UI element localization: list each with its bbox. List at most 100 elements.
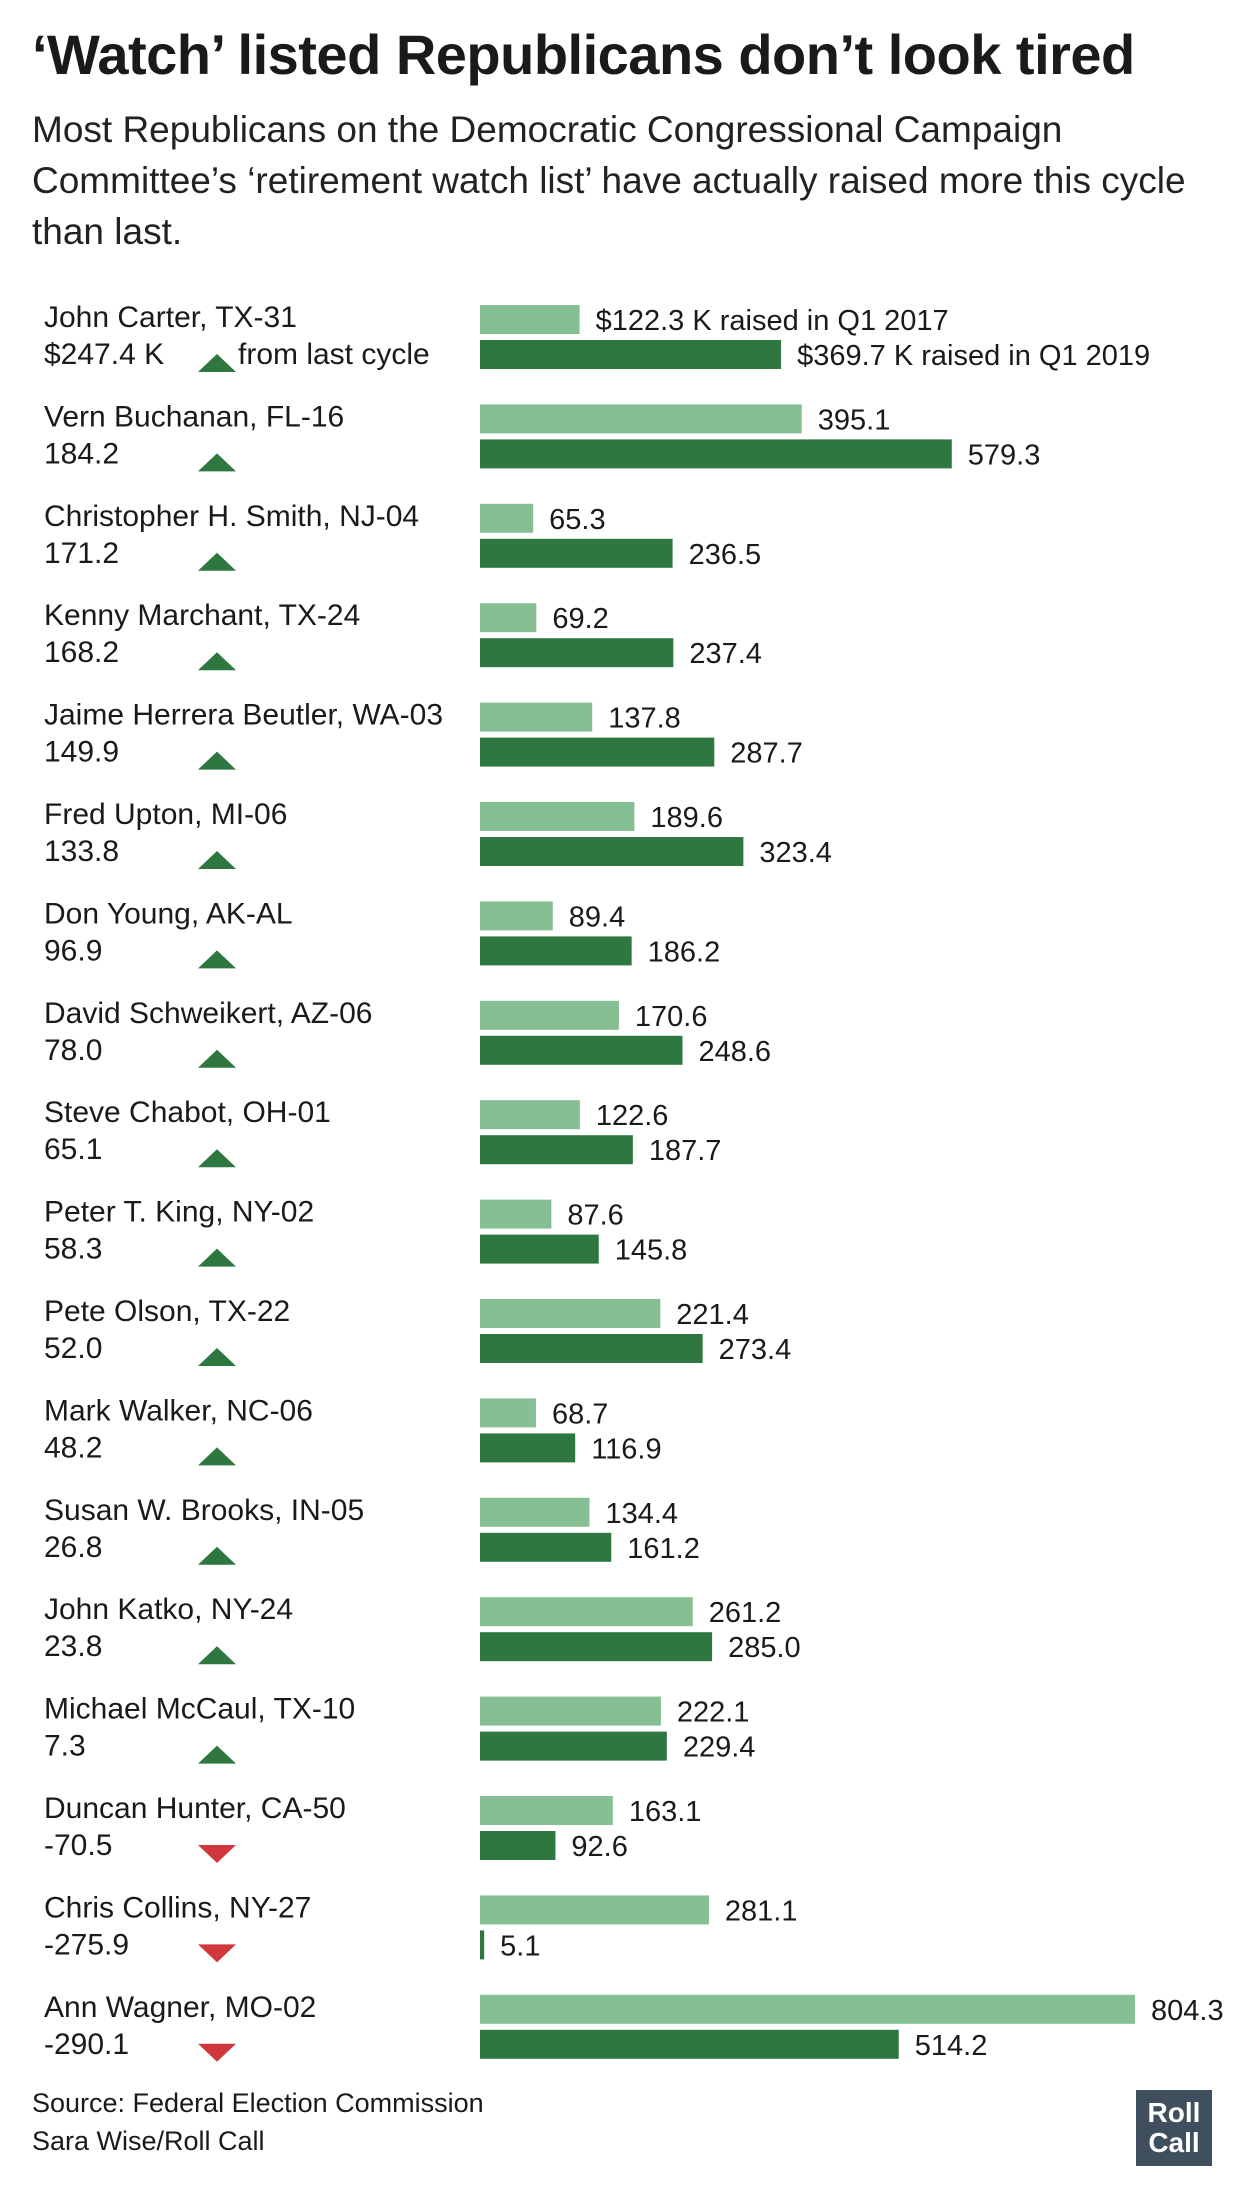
bar-q1-2019 [480,638,674,668]
up-arrow-icon [198,751,236,770]
row-change-value: 65.1 [44,1133,102,1166]
data-label-q1-2017: 804.3 [1151,1995,1224,2027]
data-label-q1-2017: $122.3 K raised in Q1 2017 [596,305,949,337]
up-arrow-icon [198,652,236,671]
roll-call-logo: Roll Call [1136,2090,1212,2166]
up-arrow-icon [198,1646,236,1665]
row-name: Ann Wagner, MO-02 [44,1991,316,2024]
bar-q1-2017 [480,503,534,533]
bar-q1-2017 [480,1000,619,1030]
bar-q1-2019 [480,1234,599,1264]
row-name: Jaime Herrera Beutler, WA-03 [44,699,443,732]
logo-text-bottom: Call [1148,2127,1200,2158]
data-label-q1-2017: 163.1 [629,1796,702,1828]
data-label-q1-2017: 222.1 [677,1697,750,1729]
bar-chart: John Carter, TX-31 $247.4 K $122.3 K raise… [44,301,1224,2062]
up-arrow-icon [198,552,236,571]
bar-q1-2017 [480,1796,613,1825]
bar-q1-2017 [480,603,537,633]
data-label-q1-2019: 287.7 [730,738,803,770]
data-label-q1-2017: 65.3 [549,504,605,536]
up-arrow-icon [198,1149,236,1168]
bar-q1-2019 [480,340,782,369]
row-name: Fred Upton, MI-06 [44,798,287,831]
row-change-value: 168.2 [44,636,119,669]
data-label-q1-2019: 248.6 [698,1036,771,1068]
row-change-value: 133.8 [44,835,119,868]
row-name: Pete Olson, TX-22 [44,1295,290,1328]
row-change-value: 58.3 [44,1233,102,1266]
data-label-q1-2019: 514.2 [915,2030,988,2062]
down-arrow-icon [198,2043,236,2062]
row-name: Duncan Hunter, CA-50 [44,1792,346,1825]
row-name: Kenny Marchant, TX-24 [44,599,360,632]
row-change-value: 171.2 [44,537,119,570]
bar-q1-2017 [480,305,580,334]
data-label-q1-2019: 145.8 [615,1235,688,1267]
row-change-value: 26.8 [44,1531,102,1564]
bar-q1-2019 [480,1433,576,1463]
up-arrow-icon [198,950,236,969]
data-label-q1-2019: 237.4 [689,638,762,670]
row-change-value: 184.2 [44,437,119,470]
data-label-q1-2019: 116.9 [591,1433,661,1465]
row-change-value: -275.9 [44,1928,129,1961]
down-arrow-icon [198,1944,236,1963]
change-legend-label: from last cycle [238,338,430,371]
data-label-q1-2017: 89.4 [569,901,625,933]
data-label-q1-2019: 5.1 [500,1930,540,1962]
up-arrow-icon [198,1745,236,1764]
bar-q1-2019 [480,837,744,866]
bar-q1-2017 [480,901,553,931]
row-name: Vern Buchanan, FL-16 [44,400,344,433]
row-change-value: 7.3 [44,1730,86,1763]
bar-q1-2019 [480,737,715,767]
bar-q1-2019 [480,1135,633,1165]
chart-title: ‘Watch’ listed Republicans don’t look ti… [32,23,1135,86]
bar-q1-2019 [480,1731,667,1761]
bar-q1-2019 [480,936,632,966]
chart-subtitle: Most Republicans on the Democratic Congr… [32,109,1186,252]
bar-q1-2019 [480,1831,556,1860]
row-change-value: -70.5 [44,1829,112,1862]
data-label-q1-2019: 273.4 [719,1334,792,1366]
bar-q1-2017 [480,802,635,831]
data-label-q1-2019: 323.4 [759,837,832,869]
up-arrow-icon [198,453,236,472]
data-label-q1-2017: 122.6 [596,1100,669,1132]
bar-q1-2017 [480,1100,580,1130]
bar-q1-2017 [480,1994,1135,2024]
bar-q1-2017 [480,1398,536,1428]
row-name: Don Young, AK-AL [44,897,293,930]
data-label-q1-2017: 281.1 [725,1895,798,1927]
data-label-q1-2019: 92.6 [571,1831,627,1863]
data-label-q1-2017: 137.8 [608,703,681,735]
row-name: David Schweikert, AZ-06 [44,997,372,1030]
data-label-q1-2017: 189.6 [650,802,723,834]
data-label-q1-2019: $369.7 K raised in Q1 2019 [797,340,1150,372]
row-change-value: 23.8 [44,1630,102,1663]
bar-q1-2017 [480,404,802,434]
data-label-q1-2017: 170.6 [635,1001,708,1033]
credit-line: Sara Wise/Roll Call [32,2126,265,2156]
data-label-q1-2017: 134.4 [605,1498,678,1530]
bar-q1-2019 [480,1632,713,1662]
data-label-q1-2017: 221.4 [676,1299,749,1331]
up-arrow-icon [198,1049,236,1068]
bar-q1-2017 [480,1696,661,1726]
bar-q1-2017 [480,1497,590,1527]
source-line: Source: Federal Election Commission [32,2088,484,2118]
bar-q1-2017 [480,702,593,732]
row-change-value: 78.0 [44,1034,102,1067]
bar-q1-2019 [480,439,952,469]
up-arrow-icon [198,1348,236,1366]
data-label-q1-2019: 229.4 [683,1732,756,1764]
bar-q1-2019 [480,1532,612,1562]
bar-q1-2019 [480,1334,703,1363]
data-label-q1-2017: 261.2 [709,1597,782,1629]
data-label-q1-2017: 87.6 [567,1200,623,1232]
data-label-q1-2019: 579.3 [968,439,1041,471]
row-change-value: 48.2 [44,1431,102,1464]
up-arrow-icon [198,1546,236,1565]
row-change-value: -290.1 [44,2028,129,2061]
